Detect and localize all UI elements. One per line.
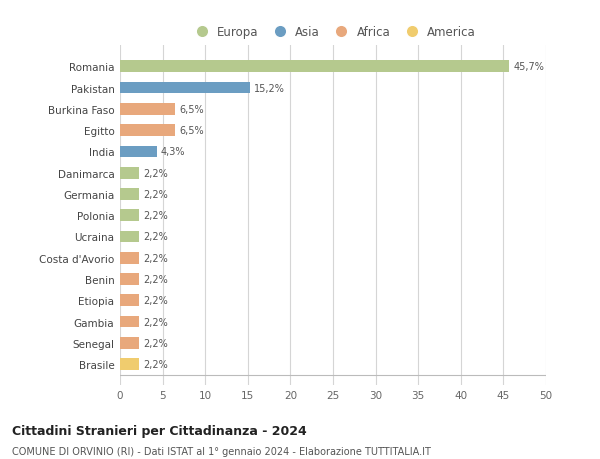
Text: 2,2%: 2,2% <box>143 359 168 369</box>
Text: 2,2%: 2,2% <box>143 211 168 221</box>
Bar <box>120 358 139 370</box>
Text: 6,5%: 6,5% <box>179 126 204 136</box>
Text: 2,2%: 2,2% <box>143 168 168 178</box>
Bar <box>120 62 509 73</box>
Bar <box>120 168 139 179</box>
Text: 2,2%: 2,2% <box>143 232 168 242</box>
Bar <box>120 274 139 285</box>
Bar <box>120 231 139 243</box>
Bar <box>120 104 175 116</box>
Text: 4,3%: 4,3% <box>161 147 185 157</box>
Text: COMUNE DI ORVINIO (RI) - Dati ISTAT al 1° gennaio 2024 - Elaborazione TUTTITALIA: COMUNE DI ORVINIO (RI) - Dati ISTAT al 1… <box>12 446 431 456</box>
Text: 2,2%: 2,2% <box>143 274 168 285</box>
Text: 15,2%: 15,2% <box>254 84 284 93</box>
Text: 2,2%: 2,2% <box>143 296 168 306</box>
Text: 2,2%: 2,2% <box>143 317 168 327</box>
Bar <box>120 125 175 137</box>
Bar <box>120 252 139 264</box>
Bar <box>120 146 157 158</box>
Text: 2,2%: 2,2% <box>143 253 168 263</box>
Bar <box>120 210 139 222</box>
Text: 6,5%: 6,5% <box>179 105 204 115</box>
Bar <box>120 83 250 94</box>
Bar <box>120 189 139 200</box>
Text: Cittadini Stranieri per Cittadinanza - 2024: Cittadini Stranieri per Cittadinanza - 2… <box>12 425 307 437</box>
Legend: Europa, Asia, Africa, America: Europa, Asia, Africa, America <box>185 21 481 44</box>
Text: 45,7%: 45,7% <box>514 62 544 72</box>
Bar <box>120 316 139 328</box>
Text: 2,2%: 2,2% <box>143 190 168 200</box>
Bar <box>120 337 139 349</box>
Bar <box>120 295 139 307</box>
Text: 2,2%: 2,2% <box>143 338 168 348</box>
